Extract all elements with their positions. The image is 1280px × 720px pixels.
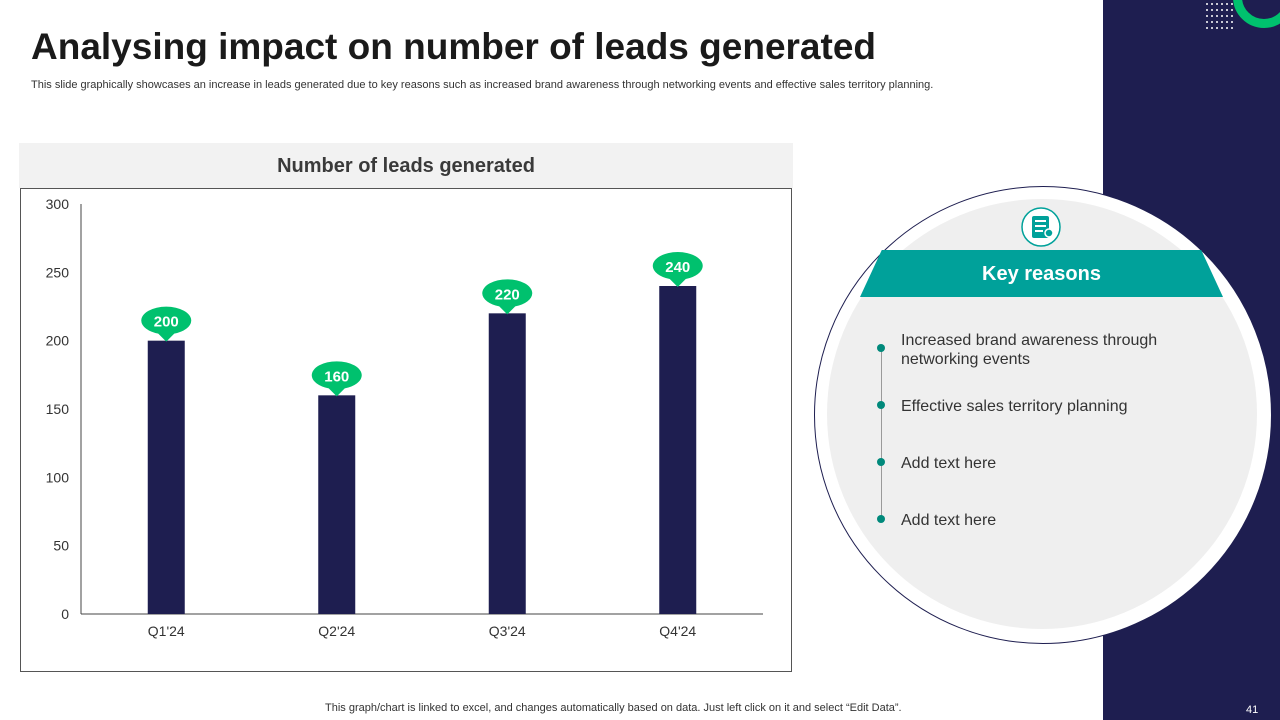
bar xyxy=(147,340,185,614)
bar xyxy=(318,395,356,614)
footnote: This graph/chart is linked to excel, and… xyxy=(325,702,902,714)
chart-canvas: 0 50 100 150 200 250 300 Q1'24 200 Q2'24 160 Q3'24 2… xyxy=(46,196,763,639)
x-tick-label: Q4'24 xyxy=(659,623,696,639)
data-label: 220 xyxy=(495,286,520,303)
data-label-bubble xyxy=(141,306,192,342)
report-icon xyxy=(1021,207,1061,247)
bar-chart[interactable]: 0 50 100 150 200 250 300 Q1'24 200 Q2'24 160 Q3'24 2… xyxy=(20,188,792,672)
bar xyxy=(659,286,697,614)
y-tick-label: 300 xyxy=(46,196,70,212)
reason-text: Add text here xyxy=(901,512,997,529)
y-tick-label: 250 xyxy=(46,264,70,280)
key-reasons-banner: Key reasons xyxy=(860,250,1223,297)
reasons-timeline xyxy=(881,348,882,520)
page-number: 41 xyxy=(1246,704,1259,716)
data-label-bubble xyxy=(311,361,362,397)
reason-text: Add text here xyxy=(901,455,997,472)
data-label-bubble xyxy=(652,252,703,287)
data-label: 240 xyxy=(665,259,690,276)
bullet-dot xyxy=(877,401,885,409)
y-tick-label: 150 xyxy=(46,401,70,417)
x-tick-label: Q2'24 xyxy=(318,623,355,639)
y-tick-label: 200 xyxy=(46,333,70,349)
y-tick-label: 100 xyxy=(46,469,70,485)
data-label-bubble xyxy=(482,279,533,315)
ring-decoration xyxy=(1233,0,1280,28)
data-label: 160 xyxy=(324,368,349,385)
slide-subtitle: This slide graphically showcases an incr… xyxy=(31,79,934,91)
dot-grid-decoration xyxy=(1206,3,1233,29)
reason-text: Effective sales territory planning xyxy=(901,398,1128,415)
reason-text: Increased brand awareness through networ… xyxy=(901,332,1158,368)
bar xyxy=(488,313,526,614)
y-tick-label: 50 xyxy=(53,538,69,554)
x-tick-label: Q3'24 xyxy=(489,623,526,639)
bullet-dot xyxy=(877,344,885,352)
x-tick-label: Q1'24 xyxy=(148,623,185,639)
bullet-dot xyxy=(877,458,885,466)
y-tick-label: 0 xyxy=(61,606,69,622)
bullet-dot xyxy=(877,515,885,523)
data-label: 200 xyxy=(154,314,179,331)
chart-title: Number of leads generated xyxy=(19,143,793,188)
slide-title: Analysing impact on number of leads gene… xyxy=(31,26,877,67)
